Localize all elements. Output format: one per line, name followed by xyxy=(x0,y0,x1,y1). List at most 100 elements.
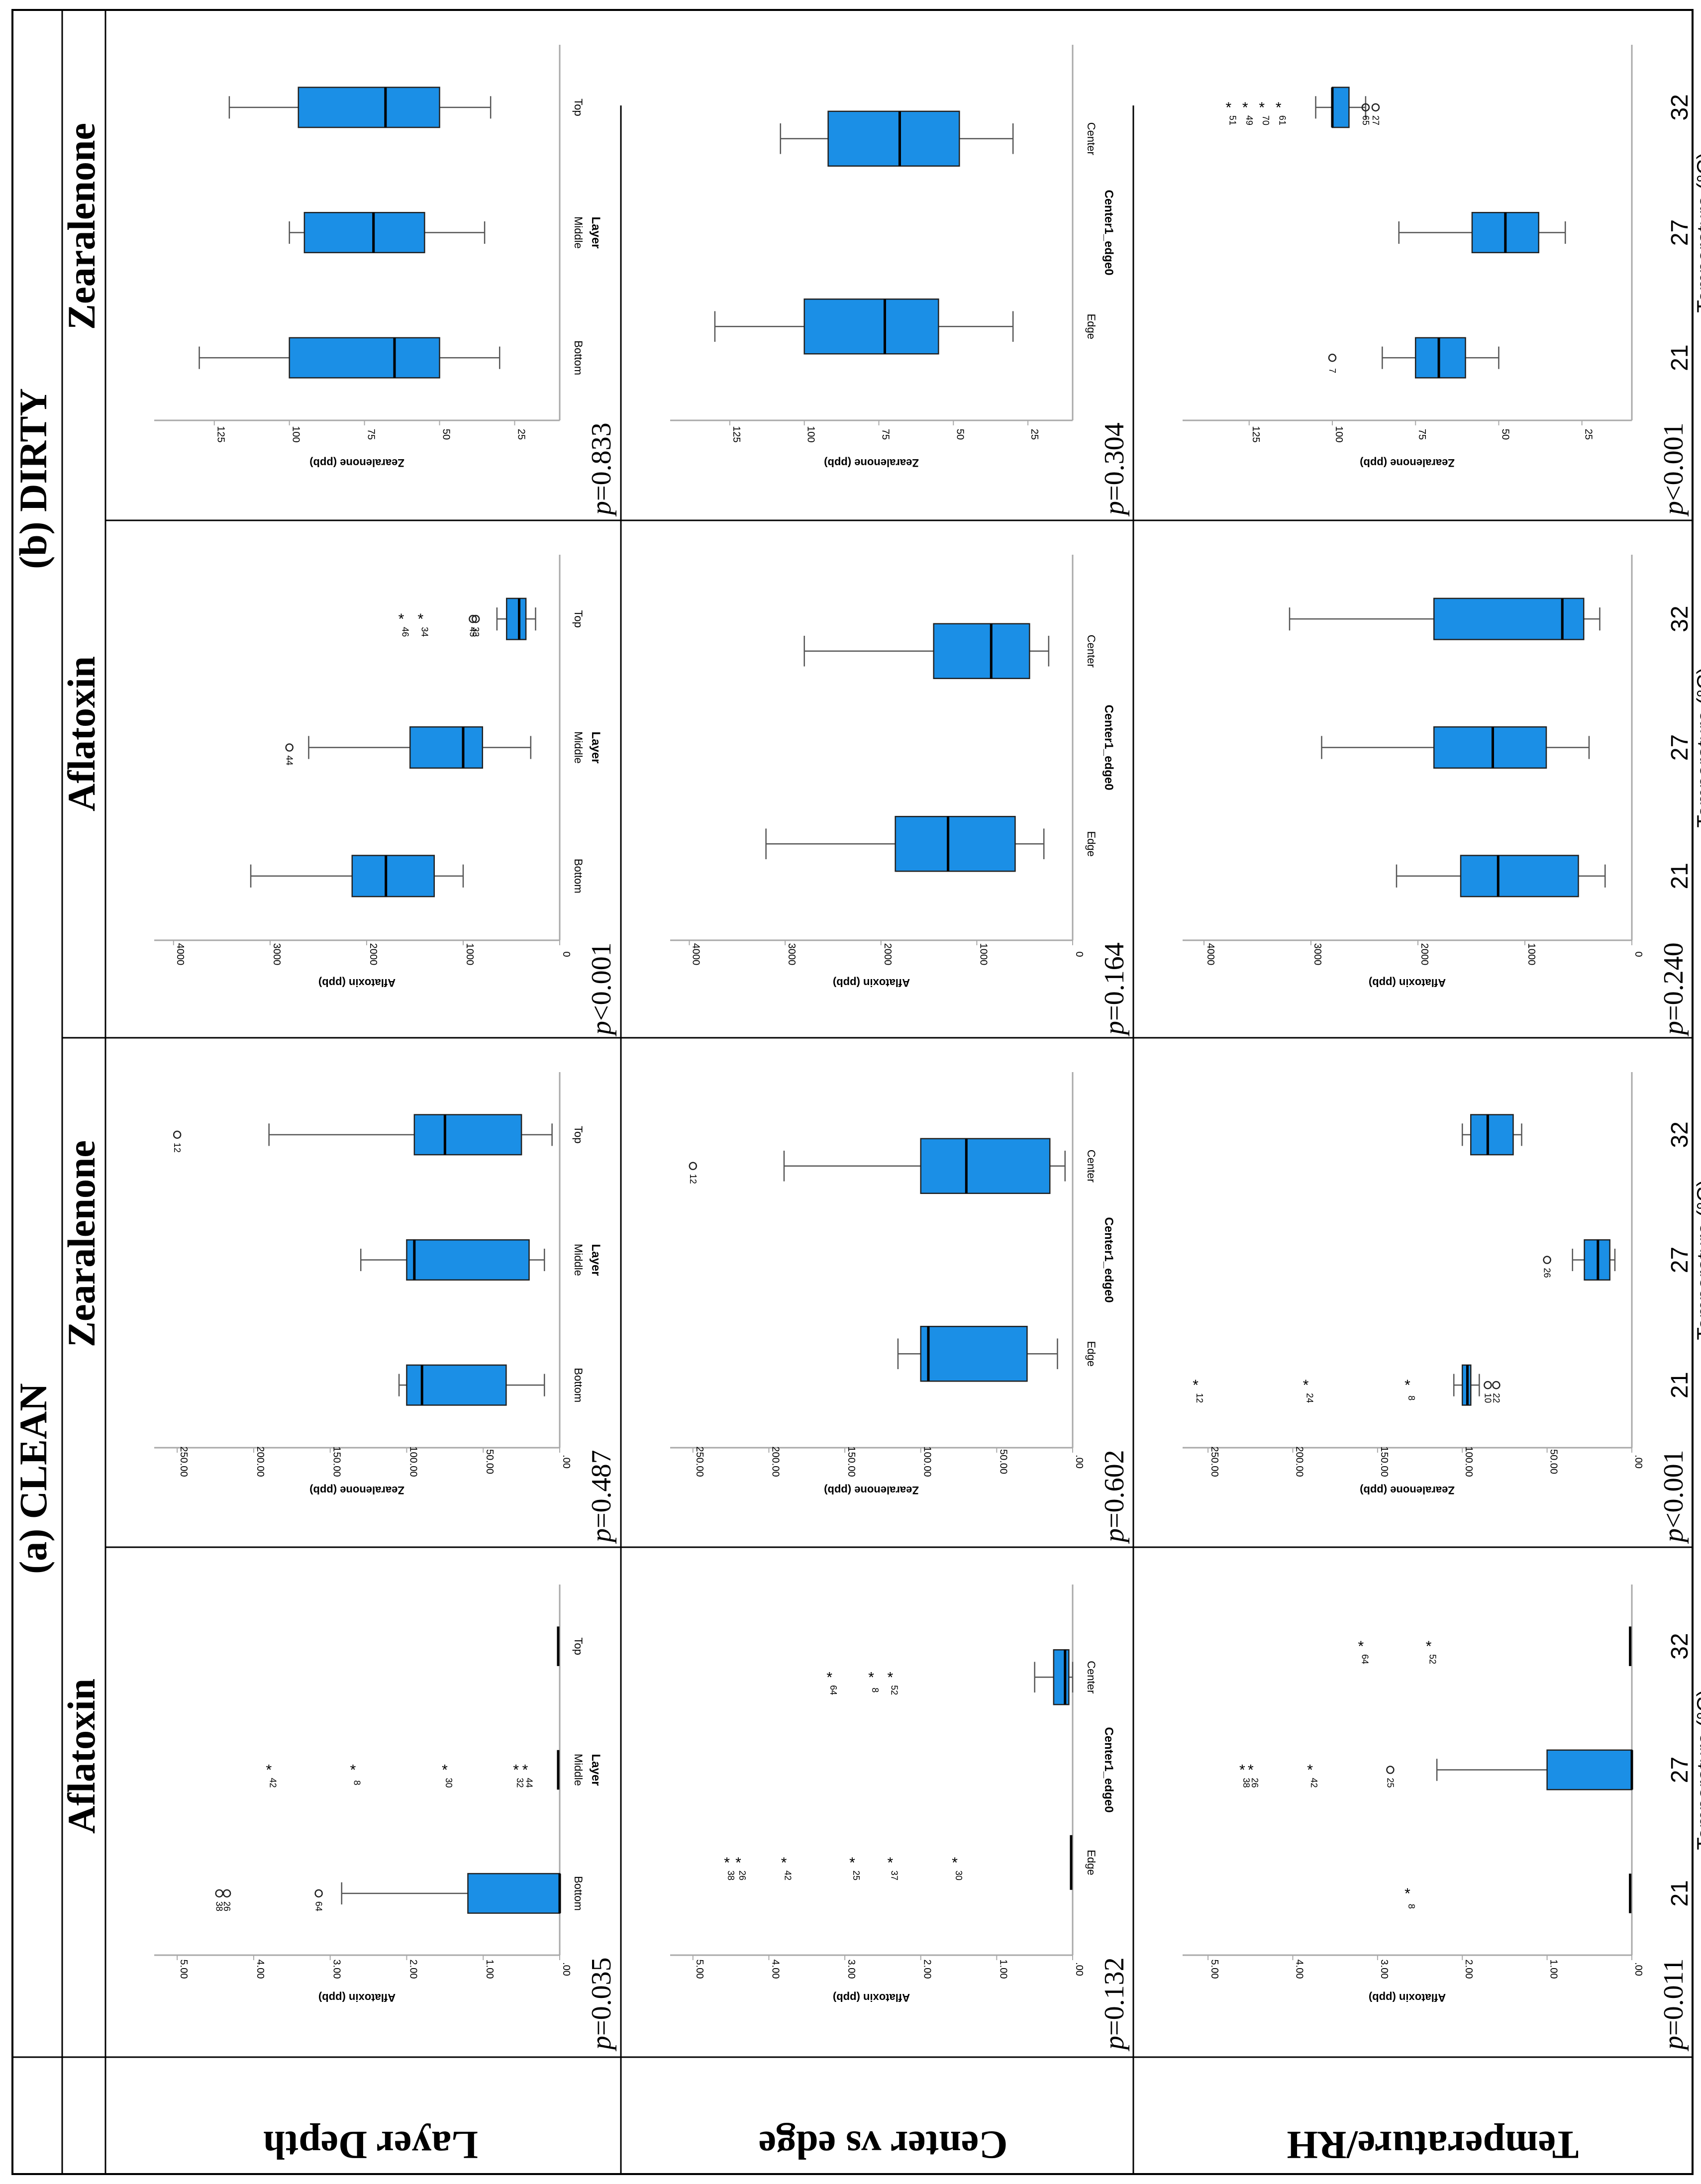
value-tick-label: 125 xyxy=(215,426,226,442)
box xyxy=(1433,726,1547,769)
p-value: p=0.833 xyxy=(586,422,617,517)
extreme-marker: * xyxy=(849,1855,855,1871)
extreme-marker: * xyxy=(1225,99,1231,116)
value-tick-label: .00 xyxy=(1633,1962,1644,1976)
box-plot xyxy=(1572,1239,1616,1281)
category-axis-title: Center1_edge0 xyxy=(1102,704,1115,790)
value-tick-label: 3000 xyxy=(1312,943,1323,966)
extreme-marker: * xyxy=(1248,1762,1254,1779)
outlier-marker xyxy=(173,1130,182,1139)
extreme-marker: * xyxy=(724,1855,730,1871)
p-value: p=0.164 xyxy=(1099,942,1130,1037)
box-plot xyxy=(496,597,536,640)
outlier: *12 xyxy=(1193,1377,1204,1403)
outlier-label: 44 xyxy=(524,1778,534,1787)
box xyxy=(827,110,960,167)
box xyxy=(1414,337,1466,379)
outlier-marker xyxy=(689,1162,698,1170)
p-value-number: <0.001 xyxy=(1658,422,1689,501)
extreme-marker: * xyxy=(952,1855,958,1871)
value-tick-label: 5.00 xyxy=(1209,1960,1220,1979)
value-tick-label: 200.00 xyxy=(1294,1446,1304,1477)
category-axis-title: Temperature (°C) xyxy=(1693,1689,1701,1850)
outlier-marker xyxy=(1328,353,1337,362)
p-value-number: =0.164 xyxy=(1099,942,1130,1021)
box-plot xyxy=(341,1873,561,1914)
value-axis-title: Aflatoxin (ppb) xyxy=(318,977,396,989)
outlier-label: 8 xyxy=(1406,1904,1416,1909)
outlier-marker xyxy=(1543,1256,1551,1264)
value-tick-label: 2.00 xyxy=(407,1960,418,1979)
value-tick-label: 5.00 xyxy=(178,1960,189,1979)
value-tick-label: 0 xyxy=(561,951,572,957)
box-plot xyxy=(308,726,532,769)
category-label: 32 xyxy=(1667,1633,1693,1659)
outlier: *38 xyxy=(1239,1762,1251,1788)
p-value-symbol: p xyxy=(1658,2036,1689,2052)
p-value-symbol: p xyxy=(586,501,617,517)
extreme-marker: * xyxy=(1358,1638,1364,1655)
outlier-label: 8 xyxy=(352,1780,362,1785)
value-tick-label: 50.00 xyxy=(998,1449,1008,1474)
box-plot xyxy=(289,211,486,254)
category-label: Edge xyxy=(1085,1341,1098,1367)
box xyxy=(298,87,440,128)
category-label: Center xyxy=(1085,635,1098,668)
category-axis-title: Temperature (°C) xyxy=(1693,1180,1701,1340)
outlier: 26 xyxy=(222,1889,232,1911)
p-value-symbol: p xyxy=(1099,1021,1130,1037)
outlier-label: 46 xyxy=(400,627,410,637)
category-axis-title: Layer xyxy=(589,216,602,248)
extreme-marker: * xyxy=(266,1762,272,1779)
box xyxy=(409,726,484,769)
value-tick-label: 125 xyxy=(731,426,742,442)
extreme-marker: * xyxy=(1242,99,1248,116)
outlier: *42 xyxy=(1307,1762,1319,1788)
outlier-label: 26 xyxy=(737,1871,747,1881)
outlier: *25 xyxy=(849,1855,861,1881)
outlier-label: 27 xyxy=(1371,115,1381,125)
chart-r1c1: .00 50.00 100.00 150.00 200.00 250.00 Zearalen… xyxy=(670,1072,1130,1544)
outlier-label: 33 xyxy=(471,627,481,637)
box-plot xyxy=(765,816,1045,872)
outlier: *42 xyxy=(781,1855,793,1881)
outlier-marker xyxy=(1386,1766,1395,1774)
outlier-marker xyxy=(1484,1381,1492,1390)
value-tick-label: 0 xyxy=(1633,951,1644,957)
p-value: p<0.001 xyxy=(586,942,617,1037)
category-label: Bottom xyxy=(572,859,585,893)
group-header-clean: (a) CLEAN xyxy=(11,1383,55,1574)
box-plot xyxy=(897,1326,1058,1382)
p-value-number: =0.011 xyxy=(1658,1958,1689,2036)
category-label: Bottom xyxy=(572,1876,585,1911)
outlier-marker xyxy=(1371,103,1380,112)
box xyxy=(1433,597,1585,640)
extreme-marker: * xyxy=(781,1855,787,1871)
chart-r2c0: .00 1.00 2.00 3.00 4.00 5.00 Aflatoxin (ppb) 21… xyxy=(1183,1585,1701,2052)
outlier: 12 xyxy=(688,1162,698,1184)
value-tick-label: 3000 xyxy=(271,943,282,966)
p-value: p=0.132 xyxy=(1099,1957,1130,2052)
extreme-marker: * xyxy=(1239,1762,1245,1779)
outlier-label: 44 xyxy=(285,755,295,765)
p-value: p=0.011 xyxy=(1658,1958,1689,2052)
outlier: 45 xyxy=(468,614,478,637)
outlier: *26 xyxy=(1248,1762,1260,1788)
outlier-label: 30 xyxy=(954,1871,964,1881)
outlier: 64 xyxy=(314,1889,324,1911)
extreme-marker: * xyxy=(1426,1638,1432,1655)
p-value-symbol: p xyxy=(1099,2036,1130,2052)
p-value-symbol: p xyxy=(586,1021,617,1037)
value-tick-label: 150.00 xyxy=(1379,1446,1390,1477)
chart-r0c2: 0 1000 2000 3000 4000 Aflatoxin (ppb) Bottom Mi… xyxy=(154,555,617,1037)
value-tick-label: 200.00 xyxy=(770,1446,781,1477)
value-tick-label: 75 xyxy=(880,429,891,440)
outlier: 33 xyxy=(471,614,481,637)
chart-r1c3: 25 50 75 100 125 Zearalenone (ppb) Edge Center C… xyxy=(670,45,1130,517)
value-tick-label: .00 xyxy=(561,1455,572,1469)
category-label: 32 xyxy=(1667,605,1693,632)
box xyxy=(1331,87,1350,128)
extreme-marker: * xyxy=(513,1762,519,1779)
chart-r2c2: 0 1000 2000 3000 4000 Aflatoxin (ppb) 21 27 32 Te… xyxy=(1183,555,1701,1037)
